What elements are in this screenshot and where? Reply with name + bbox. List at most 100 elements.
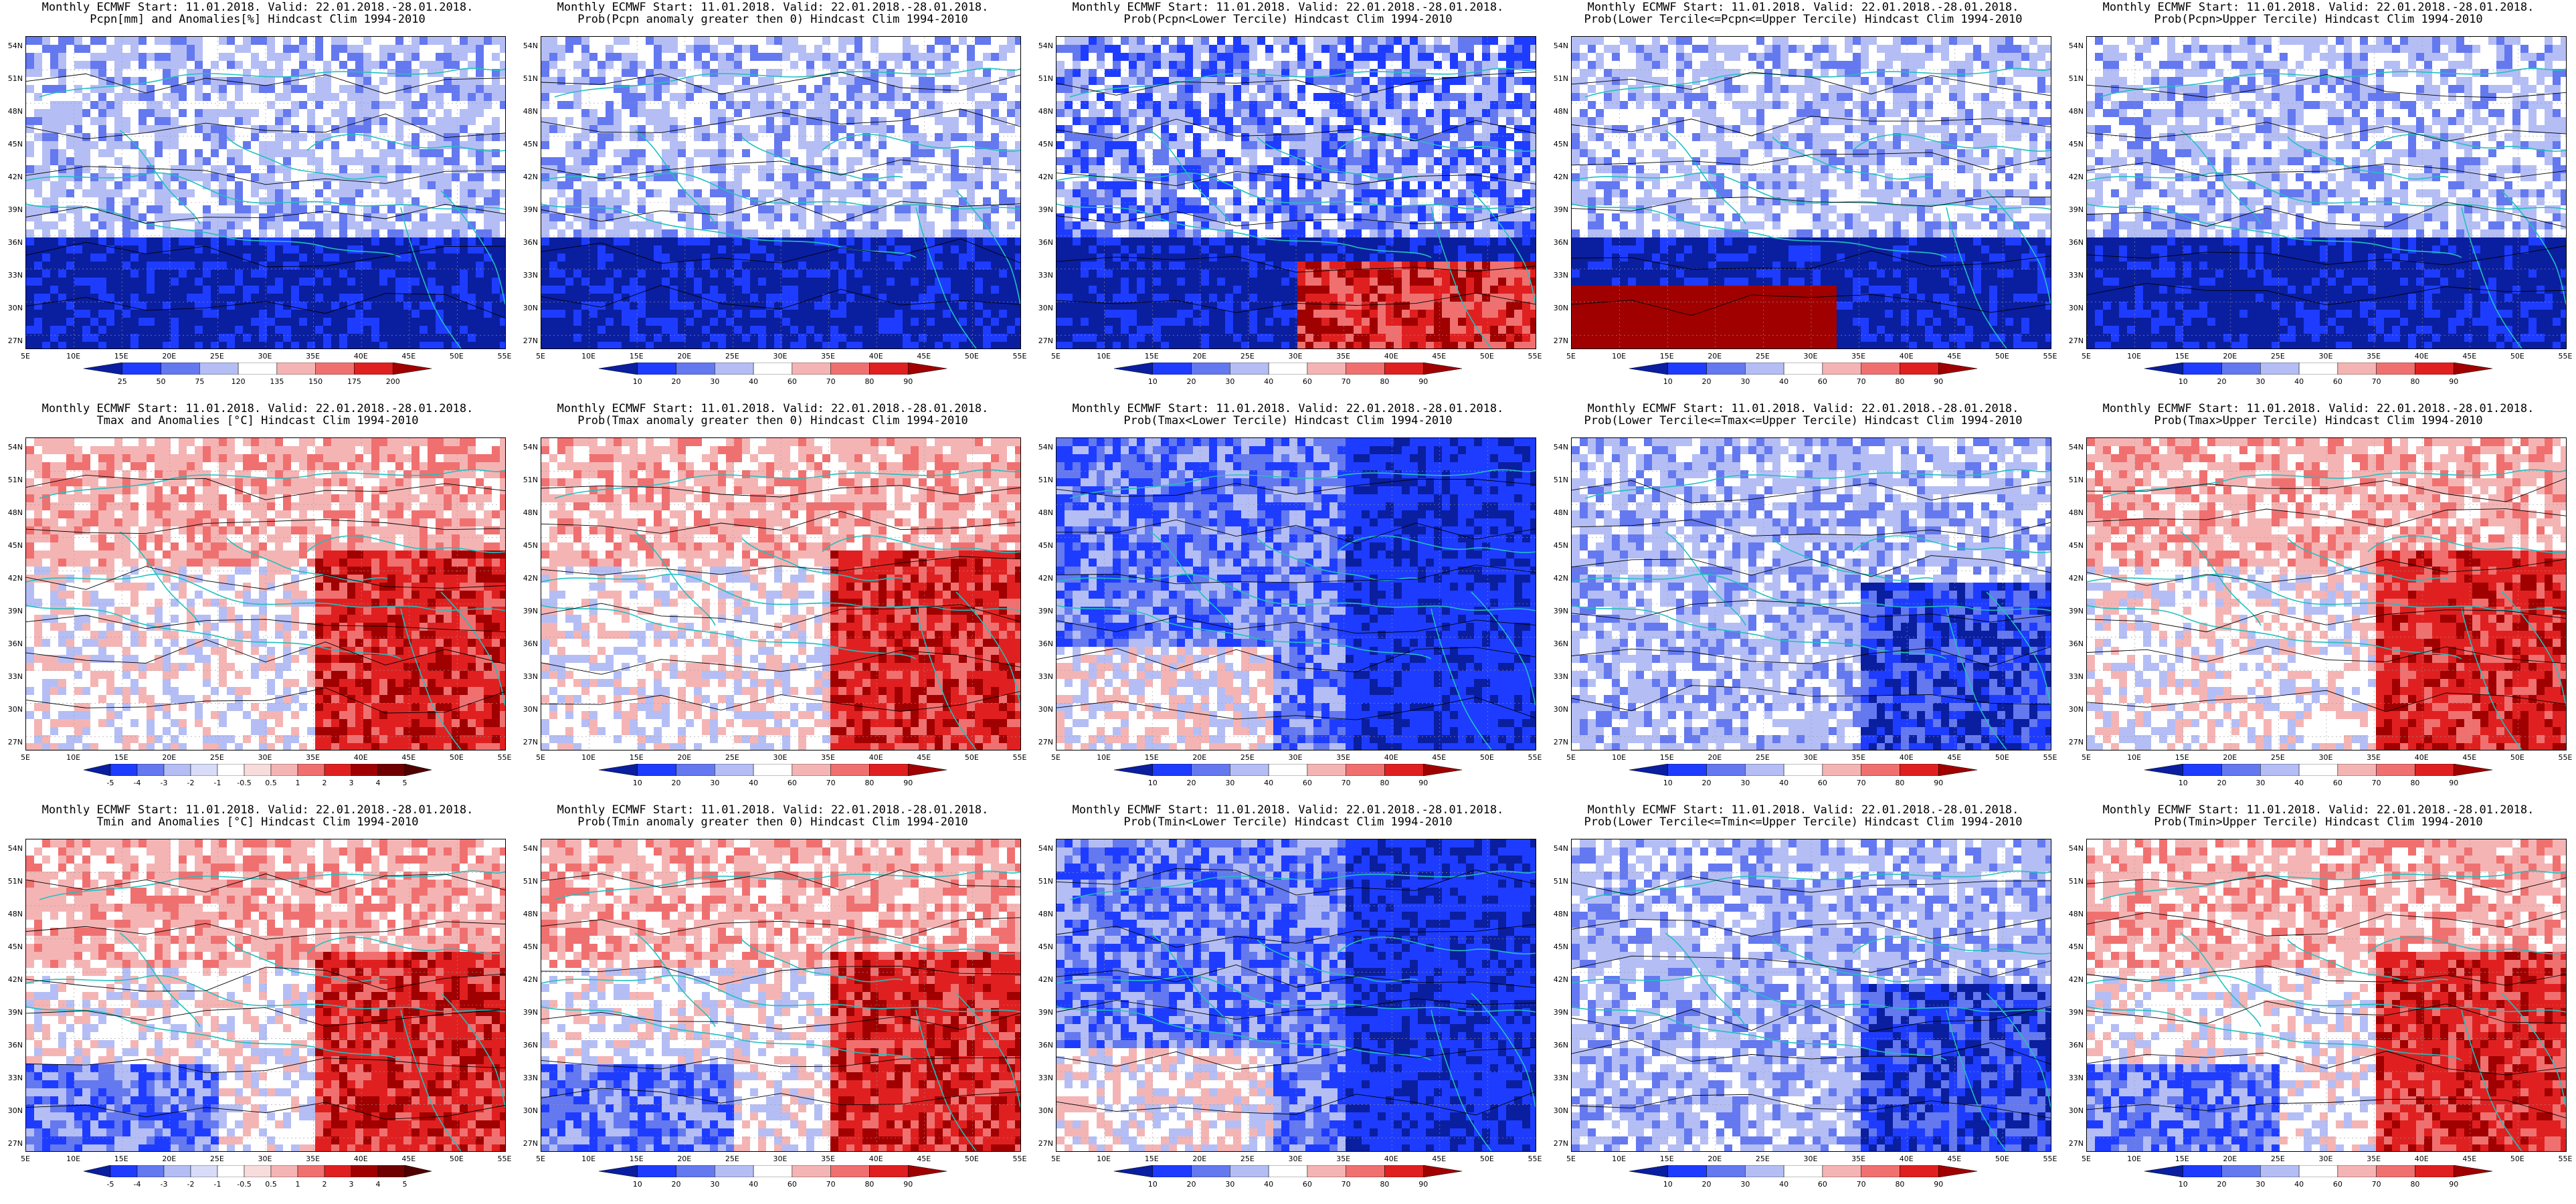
- lon-tick-label: 15E: [623, 352, 650, 361]
- field-cell: [782, 141, 791, 150]
- field-cell: [822, 278, 831, 286]
- field-cell: [565, 245, 574, 254]
- field-cell: [171, 342, 179, 348]
- field-cell: [774, 93, 783, 102]
- field-cell: [806, 213, 815, 222]
- field-cell: [581, 262, 590, 270]
- field-cell: [299, 310, 308, 318]
- field-cell: [315, 93, 324, 102]
- field-cell: [911, 133, 919, 142]
- field-cell: [879, 93, 887, 102]
- field-cell: [323, 302, 332, 310]
- field-cell: [694, 237, 703, 246]
- field-cell: [1522, 45, 1531, 54]
- field-cell: [710, 245, 719, 254]
- field-cell: [1007, 237, 1016, 246]
- field-cell: [203, 205, 211, 214]
- field-cell: [387, 61, 396, 70]
- lat-tick-label: 36N: [1, 238, 23, 247]
- field-cell: [734, 318, 743, 326]
- colorbar-tick-label: 30: [701, 377, 728, 386]
- field-cell: [726, 149, 735, 158]
- field-cell: [235, 173, 244, 182]
- field-cell: [879, 334, 887, 342]
- field-cell: [492, 245, 500, 254]
- field-cell: [726, 93, 735, 102]
- field-cell: [74, 334, 83, 342]
- lat-tick-label: 42N: [517, 173, 538, 181]
- field-cell: [1081, 53, 1089, 62]
- field-cell: [243, 310, 252, 318]
- field-cell: [500, 157, 505, 166]
- field-cell: [895, 181, 903, 190]
- field-cell: [98, 213, 107, 222]
- field-cell: [622, 270, 630, 278]
- field-cell: [484, 189, 492, 198]
- field-cell: [219, 278, 227, 286]
- field-cell: [347, 237, 356, 246]
- field-cell: [195, 181, 203, 190]
- field-cell: [742, 310, 751, 318]
- field-cell: [452, 45, 460, 54]
- field-cell: [573, 125, 582, 134]
- field-cell: [750, 45, 759, 54]
- field-cell: [854, 149, 863, 158]
- field-cell: [718, 262, 727, 270]
- field-cell: [171, 254, 179, 262]
- field-cell: [452, 221, 460, 230]
- field-cell: [171, 53, 179, 62]
- field-cell: [614, 286, 622, 294]
- field-cell: [476, 117, 484, 126]
- field-cell: [468, 61, 476, 70]
- field-cell: [565, 149, 574, 158]
- field-cell: [58, 237, 67, 246]
- field-cell: [66, 117, 75, 126]
- field-cell: [34, 197, 43, 206]
- field-cell: [750, 245, 759, 254]
- field-cell: [774, 326, 783, 334]
- field-cell: [114, 61, 123, 70]
- field-cell: [403, 205, 412, 214]
- field-cell: [943, 45, 951, 54]
- field-cell: [879, 45, 887, 54]
- field-cell: [662, 37, 670, 45]
- field-cell: [686, 334, 695, 342]
- field-cell: [606, 286, 614, 294]
- field-cell: [758, 278, 767, 286]
- field-cell: [26, 278, 35, 286]
- field-cell: [275, 117, 284, 126]
- field-cell: [468, 294, 476, 302]
- field-cell: [363, 125, 372, 134]
- field-cell: [227, 117, 236, 126]
- field-cell: [758, 53, 767, 62]
- field-cell: [846, 101, 855, 110]
- field-cell: [726, 125, 735, 134]
- field-cell: [814, 278, 823, 286]
- field-cell: [130, 278, 139, 286]
- field-cell: [742, 334, 751, 342]
- field-cell: [130, 133, 139, 142]
- field-cell: [484, 213, 492, 222]
- field-cell: [259, 45, 268, 54]
- field-cell: [862, 61, 871, 70]
- field-cell: [846, 278, 855, 286]
- field-cell: [179, 278, 187, 286]
- field-cell: [122, 326, 131, 334]
- field-cell: [98, 101, 107, 110]
- field-cell: [179, 45, 187, 54]
- field-cell: [1015, 165, 1020, 174]
- field-cell: [347, 157, 356, 166]
- field-cell: [1105, 45, 1113, 54]
- field-cell: [830, 157, 839, 166]
- field-cell: [195, 286, 203, 294]
- field-cell: [444, 229, 452, 238]
- field-cell: [163, 181, 171, 190]
- field-cell: [758, 294, 767, 302]
- field-cell: [275, 245, 284, 254]
- field-cell: [846, 173, 855, 182]
- field-cell: [822, 173, 831, 182]
- field-cell: [975, 125, 984, 134]
- field-cell: [492, 93, 500, 102]
- field-cell: [1169, 45, 1178, 54]
- field-cell: [243, 157, 252, 166]
